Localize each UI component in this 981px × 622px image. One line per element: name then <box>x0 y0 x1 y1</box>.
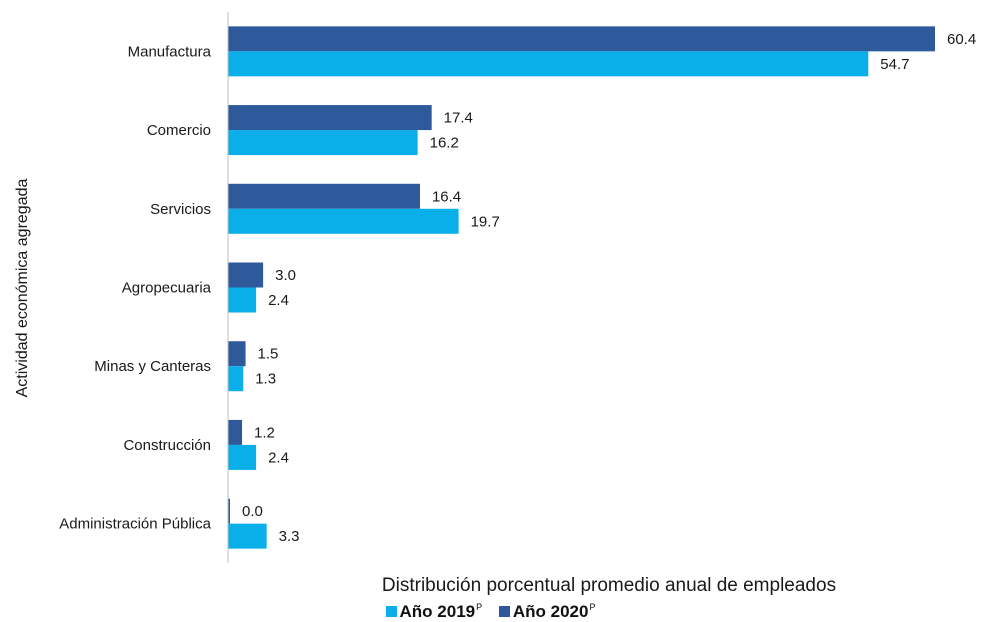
category-label-2: Servicios <box>150 201 211 218</box>
value-label-2020-4: 1.5 <box>258 346 279 363</box>
x-axis-title: Distribución porcentual promedio anual d… <box>382 575 836 596</box>
value-label-2020-6: 0.0 <box>242 503 263 520</box>
value-label-2019-0: 54.7 <box>880 56 909 73</box>
value-label-2020-5: 1.2 <box>254 424 275 441</box>
bar-2019-4 <box>228 366 244 392</box>
category-label-3: Agropecuaria <box>122 280 212 297</box>
value-label-2019-4: 1.3 <box>255 371 276 388</box>
value-label-2019-6: 3.3 <box>279 528 300 545</box>
category-labels-layer: Manufactura Comercio Servicios Agropecuaria… <box>59 43 211 532</box>
value-label-2019-2: 19.7 <box>471 213 500 230</box>
value-label-2019-3: 2.4 <box>268 292 289 309</box>
legend-sup-2019: P <box>476 602 483 612</box>
category-label-4: Minas y Canteras <box>94 358 211 375</box>
category-label-1: Comercio <box>147 122 211 139</box>
y-axis-title: Actividad económica agregada <box>14 179 31 398</box>
bars-layer <box>228 26 935 549</box>
bar-2019-3 <box>228 287 257 313</box>
bar-2020-6 <box>228 498 230 524</box>
bar-2019-5 <box>228 444 257 470</box>
bar-2020-4 <box>228 341 246 367</box>
legend-swatch-2020 <box>498 606 510 617</box>
legend: Año 2019P Año 2020P <box>0 602 981 622</box>
legend-sup-2020: P <box>589 602 596 612</box>
category-label-5: Construcción <box>123 437 211 454</box>
value-label-2019-1: 16.2 <box>430 135 459 152</box>
bar-2019-1 <box>228 130 418 156</box>
bar-2019-0 <box>228 51 869 77</box>
bar-2020-1 <box>228 105 432 131</box>
bar-2020-5 <box>228 419 243 445</box>
value-label-2019-5: 2.4 <box>268 449 289 466</box>
legend-swatch-2019 <box>385 606 397 617</box>
category-label-0: Manufactura <box>128 43 212 60</box>
value-label-2020-3: 3.0 <box>275 267 296 284</box>
bar-2020-3 <box>228 262 264 288</box>
bar-2019-6 <box>228 523 267 549</box>
legend-label-2019: Año 2019 <box>399 602 476 621</box>
value-label-2020-2: 16.4 <box>432 188 461 205</box>
bar-2020-2 <box>228 183 420 209</box>
value-label-2020-0: 60.4 <box>947 31 976 48</box>
category-label-6: Administración Pública <box>59 516 211 533</box>
legend-item-2020: Año 2020P <box>498 602 596 622</box>
bar-2020-0 <box>228 26 935 52</box>
bar-2019-2 <box>228 208 459 234</box>
legend-label-2020: Año 2020 <box>512 602 589 621</box>
value-label-2020-1: 17.4 <box>444 110 473 127</box>
value-labels-layer: 60.4 54.7 17.4 16.2 16.4 19.7 3.0 2.4 1.5 1.3 1.2 2… <box>242 31 976 545</box>
legend-item-2019: Año 2019P <box>385 602 483 622</box>
